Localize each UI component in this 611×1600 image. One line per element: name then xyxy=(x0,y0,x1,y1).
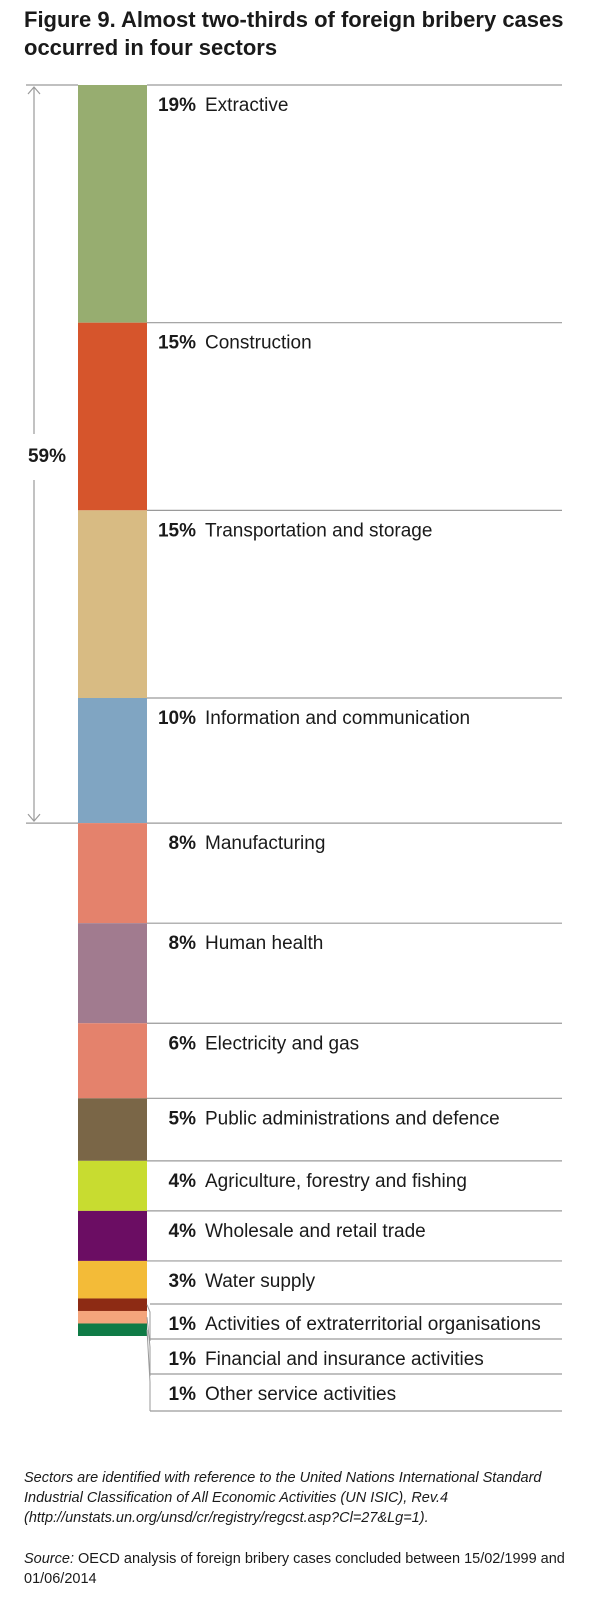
bar-segment xyxy=(78,510,147,698)
category-label: Activities of extraterritorial organisat… xyxy=(205,1314,541,1335)
category-label: Public administrations and defence xyxy=(205,1108,500,1129)
leader-line xyxy=(146,1317,151,1376)
value-label: 10% xyxy=(158,708,196,729)
category-label: Transportation and storage xyxy=(205,520,432,541)
leader-line xyxy=(146,1304,151,1341)
figure-number: Figure 9. xyxy=(24,7,116,32)
value-label: 6% xyxy=(169,1033,197,1054)
value-label: 19% xyxy=(158,95,196,116)
value-label: 1% xyxy=(169,1349,197,1370)
bar-segment xyxy=(78,697,147,824)
category-label: Information and communication xyxy=(205,708,470,729)
bar-segment xyxy=(78,1298,147,1311)
bar-segment xyxy=(78,1323,147,1336)
category-label: Electricity and gas xyxy=(205,1033,359,1054)
value-label: 1% xyxy=(169,1314,197,1335)
source-label: Source: xyxy=(24,1551,74,1567)
value-label: 8% xyxy=(169,833,197,854)
footnote: Sectors are identified with reference to… xyxy=(24,1470,542,1526)
category-label: Manufacturing xyxy=(205,833,325,854)
value-label: 4% xyxy=(169,1171,197,1192)
bar-segment xyxy=(78,1260,147,1299)
category-label: Wholesale and retail trade xyxy=(205,1221,426,1242)
value-label: 5% xyxy=(169,1108,197,1129)
category-label: Water supply xyxy=(205,1271,316,1292)
bar-segment xyxy=(78,1098,147,1161)
value-label: 1% xyxy=(169,1384,197,1405)
bracket-total-label: 59% xyxy=(28,446,66,467)
bar-segment xyxy=(78,923,147,1024)
source-text: OECD analysis of foreign bribery cases c… xyxy=(24,1551,565,1587)
chart-title: Figure 9. Almost two-thirds of foreign b… xyxy=(24,6,584,62)
value-label: 15% xyxy=(158,520,196,541)
category-label: Extractive xyxy=(205,95,288,116)
bar-segment xyxy=(78,322,147,511)
category-label: Financial and insurance activities xyxy=(205,1349,484,1370)
category-label: Human health xyxy=(205,933,323,954)
category-label: Agriculture, forestry and fishing xyxy=(205,1171,467,1192)
bracket-arrow-up xyxy=(27,86,41,95)
figure-title-text: Almost two-thirds of foreign bribery cas… xyxy=(24,7,564,60)
leader-line xyxy=(146,1329,151,1411)
value-label: 15% xyxy=(158,333,196,354)
bar-segment xyxy=(78,823,147,924)
value-label: 4% xyxy=(169,1221,197,1242)
value-label: 8% xyxy=(169,933,197,954)
bar-segment xyxy=(78,85,147,323)
bar-segment xyxy=(78,1210,147,1261)
bracket-arrow-down xyxy=(27,813,41,823)
bar-segment xyxy=(78,1023,147,1099)
bar-segment xyxy=(78,1160,147,1211)
source-note: Source: OECD analysis of foreign bribery… xyxy=(24,1549,584,1589)
bar-segment xyxy=(78,1310,147,1324)
value-label: 3% xyxy=(169,1271,197,1292)
category-label: Other service activities xyxy=(205,1384,396,1405)
category-label: Construction xyxy=(205,333,312,354)
